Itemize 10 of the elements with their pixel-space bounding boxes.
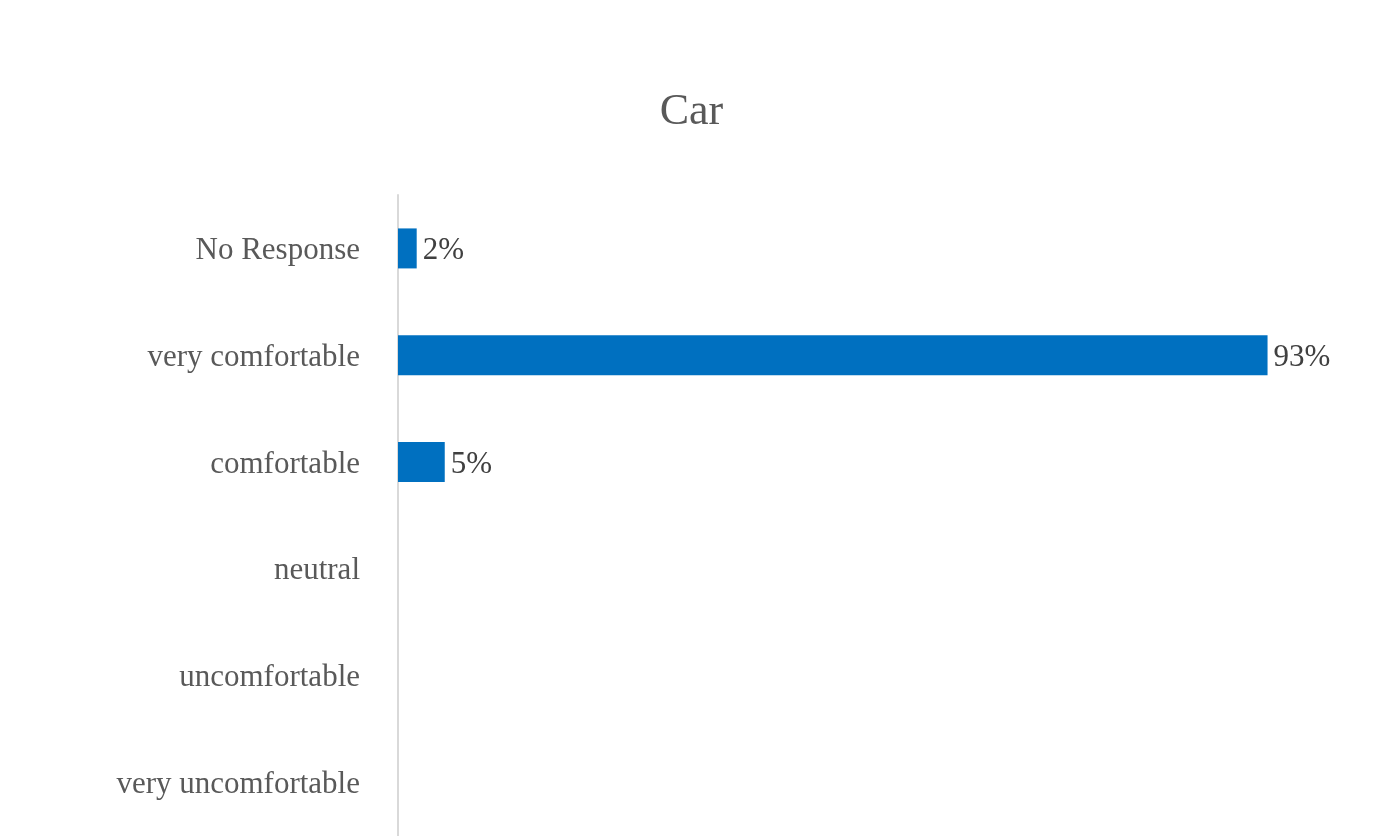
data-label: 2%	[422, 230, 465, 266]
y-tick-label: comfortable	[210, 444, 360, 480]
y-tick-label: very uncomfortable	[116, 765, 360, 801]
y-tick-label: very comfortable	[147, 337, 360, 373]
y-tick-label: No Response	[195, 230, 360, 266]
y-tick-label: uncomfortable	[179, 658, 360, 694]
y-tick-label: neutral	[273, 551, 360, 587]
data-label: 93%	[1273, 337, 1331, 373]
data-label: 5%	[450, 444, 493, 480]
chart-title: Car	[659, 84, 724, 134]
